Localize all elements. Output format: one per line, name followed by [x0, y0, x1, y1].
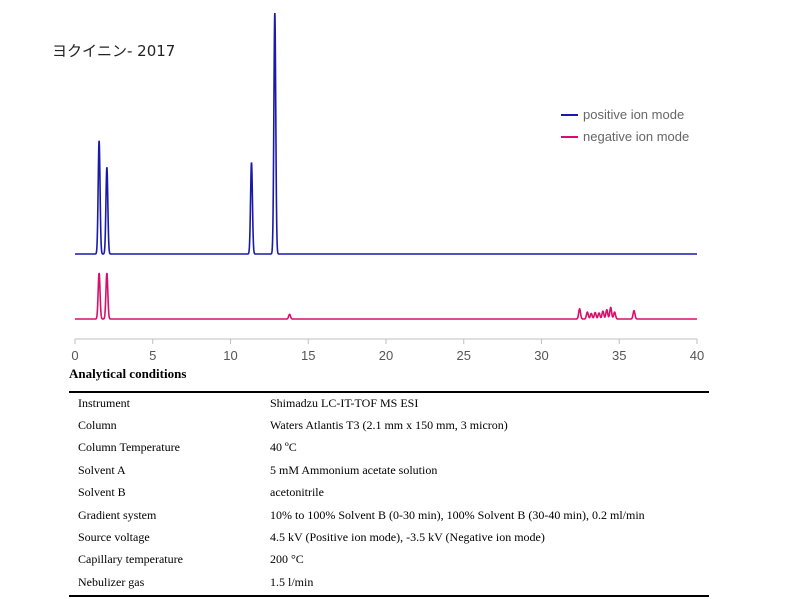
chromatogram-chart: ヨクイニン- 2017 positive ion mode negative i…: [52, 12, 704, 363]
x-tick-label: 25: [457, 348, 471, 363]
condition-label: Source voltage: [78, 530, 150, 545]
condition-value: Waters Atlantis T3 (2.1 mm x 150 mm, 3 m…: [270, 418, 508, 433]
condition-value: 1.5 l/min: [270, 574, 314, 589]
x-tick-label: 20: [379, 348, 393, 363]
table-row: Solvent B acetonitrile: [69, 482, 709, 504]
condition-label: Nebulizer gas: [78, 574, 145, 589]
legend-label-negative: negative ion mode: [583, 129, 689, 144]
table-bottom-rule: [69, 595, 709, 597]
condition-value: 4.5 kV (Positive ion mode), -3.5 kV (Neg…: [270, 530, 545, 545]
x-tick-label: 35: [612, 348, 626, 363]
table-row: Capillary temperature 200 °C: [69, 549, 709, 571]
table-row: Source voltage 4.5 kV (Positive ion mode)…: [69, 526, 709, 548]
chart-title: ヨクイニン- 2017: [52, 42, 175, 60]
table-top-rule: [69, 391, 709, 393]
x-tick-label: 15: [301, 348, 315, 363]
conditions-table: Instrument Shimadzu LC-IT-TOF MS ESI Colum…: [69, 392, 709, 594]
condition-label: Solvent B: [78, 485, 126, 500]
table-row: Nebulizer gas 1.5 l/min: [69, 571, 709, 593]
table-row: Column Temperature 40 ºC: [69, 437, 709, 459]
series-line-positive: [75, 12, 697, 255]
condition-label: Gradient system: [78, 507, 157, 522]
x-axis: 0 5 10 15 20 25 30 35 40: [71, 338, 704, 363]
condition-value: 200 °C: [270, 552, 304, 567]
table-row: Gradient system 10% to 100% Solvent B (0-…: [69, 504, 709, 526]
condition-value: Shimadzu LC-IT-TOF MS ESI: [270, 395, 419, 410]
condition-value: acetonitrile: [270, 485, 324, 500]
condition-value: 40 ºC: [270, 440, 297, 455]
x-tick-label: 10: [223, 348, 237, 363]
x-tick-label: 0: [71, 348, 78, 363]
x-tick-label: 5: [149, 348, 156, 363]
legend-label-positive: positive ion mode: [583, 107, 684, 122]
x-tick-label: 40: [690, 348, 704, 363]
table-row: Solvent A 5 mM Ammonium acetate solution: [69, 459, 709, 481]
table-row: Column Waters Atlantis T3 (2.1 mm x 150 m…: [69, 414, 709, 436]
legend: positive ion mode negative ion mode: [561, 107, 689, 144]
condition-label: Capillary temperature: [78, 552, 183, 567]
condition-label: Column: [78, 418, 117, 433]
condition-label: Instrument: [78, 395, 130, 410]
x-tick-label: 30: [534, 348, 548, 363]
condition-label: Column Temperature: [78, 440, 180, 455]
condition-value: 10% to 100% Solvent B (0-30 min), 100% S…: [270, 507, 645, 522]
condition-value: 5 mM Ammonium acetate solution: [270, 462, 438, 477]
series-line-negative: [75, 272, 697, 320]
analytical-conditions-heading: Analytical conditions: [69, 366, 187, 381]
condition-label: Solvent A: [78, 462, 126, 477]
table-row: Instrument Shimadzu LC-IT-TOF MS ESI: [69, 392, 709, 414]
